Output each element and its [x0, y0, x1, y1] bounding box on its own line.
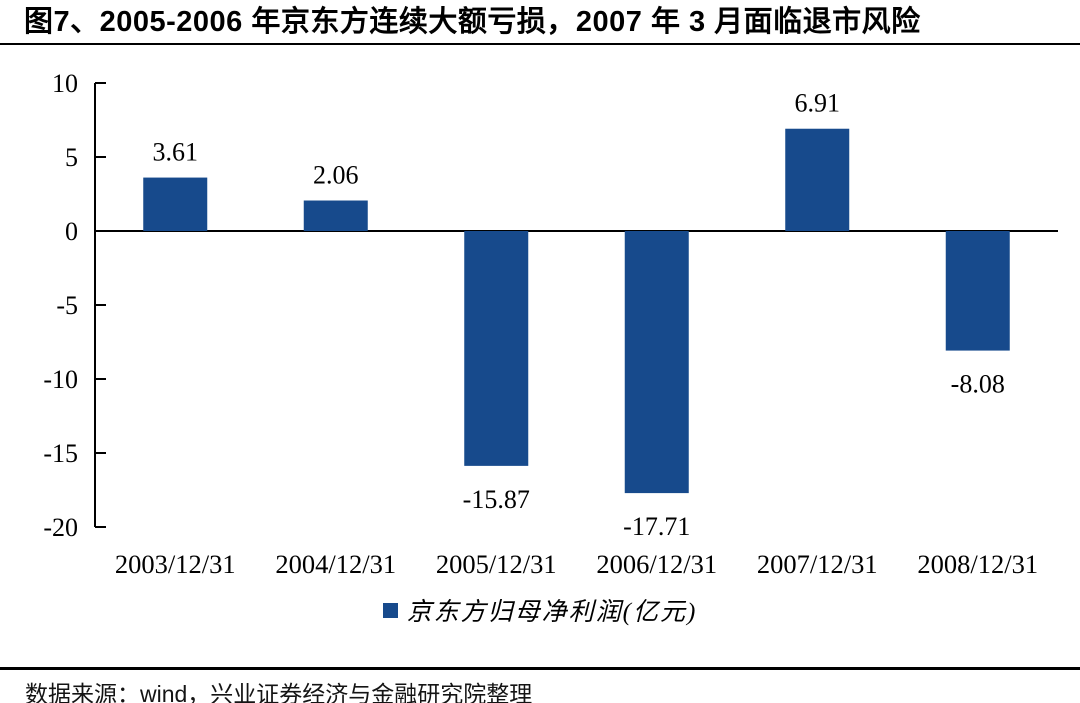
bar-value-label: -17.71 [623, 512, 690, 541]
bar [143, 177, 208, 231]
footer-divider [0, 667, 1080, 670]
x-axis-label: 2007/12/31 [757, 549, 878, 579]
x-axis-label: 2006/12/31 [596, 549, 717, 579]
bar-chart: 10 5 0 -5 -10 -15 -20 3.61 2003/12/31 2.06 2004/12… [43, 69, 1058, 579]
bar [624, 231, 689, 494]
x-axis-label: 2003/12/31 [115, 549, 236, 579]
bar [464, 231, 529, 466]
data-source-note: 数据来源：wind，兴业证券经济与金融研究院整理 [25, 681, 533, 703]
bar [303, 200, 368, 231]
y-axis-tick-label: -10 [43, 365, 78, 394]
legend-label: 京东方归母净利润(亿元) [406, 599, 698, 626]
y-axis-tick-label: -5 [56, 291, 78, 320]
y-axis-tick-label: 0 [65, 217, 78, 246]
x-axis-label: 2008/12/31 [917, 549, 1038, 579]
bar [945, 231, 1010, 351]
bar-value-label: 3.61 [153, 138, 199, 167]
x-axis-label: 2004/12/31 [275, 549, 396, 579]
bar-value-label: 6.91 [795, 89, 841, 118]
x-axis-label: 2005/12/31 [436, 549, 557, 579]
chart-title: 图7、2005-2006 年京东方连续大额亏损，2007 年 3 月面临退市风险 [24, 6, 921, 38]
legend-swatch-icon [382, 602, 398, 618]
y-axis-tick-label: -20 [43, 513, 78, 542]
y-axis-tick-label: 5 [65, 143, 78, 172]
bar [785, 128, 850, 231]
bar-value-label: -15.87 [463, 485, 530, 514]
y-axis-tick-label: -15 [43, 439, 78, 468]
title-divider [0, 43, 1080, 45]
bar-value-label: 2.06 [313, 161, 359, 190]
chart-legend: 京东方归母净利润(亿元) [0, 593, 1080, 627]
bar-value-label: -8.08 [951, 370, 1005, 399]
y-axis-tick-label: 10 [52, 69, 78, 98]
